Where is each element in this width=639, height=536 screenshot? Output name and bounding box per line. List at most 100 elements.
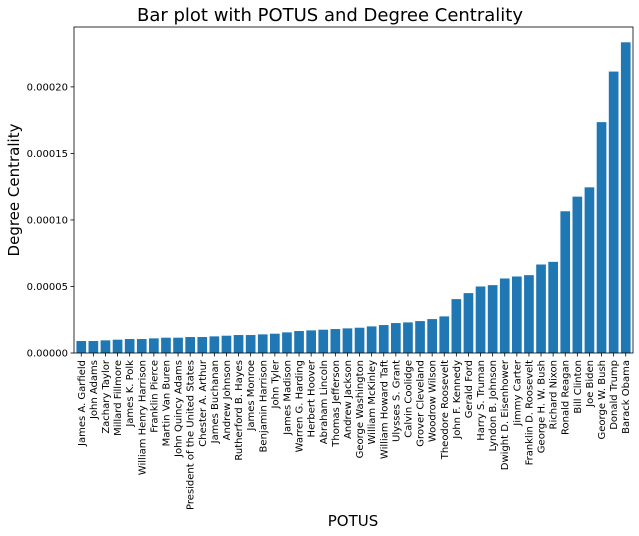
x-tick-label: President of the United States <box>186 360 197 510</box>
bar <box>257 334 268 353</box>
x-tick-label: Bill Clinton <box>573 360 584 414</box>
bar <box>100 340 111 353</box>
bar <box>366 326 377 353</box>
x-tick-label: Grover Cleveland <box>416 360 427 447</box>
y-tick-label: 0.00000 <box>27 349 68 360</box>
x-tick-label: Barack Obama <box>621 360 632 434</box>
x-tick-label: Andrew Jackson <box>343 360 354 439</box>
x-tick-label: John Adams <box>89 360 100 420</box>
bar <box>294 331 304 353</box>
x-tick-label: James Madison <box>282 360 293 436</box>
bar <box>427 319 437 353</box>
bar <box>463 293 474 353</box>
x-tick-label: Benjamin Harrison <box>258 360 269 452</box>
x-tick-label: John Quincy Adams <box>174 360 185 458</box>
x-tick-label: John F. Kennedy <box>452 360 463 440</box>
bar <box>149 338 159 353</box>
x-tick-label: Donald Trump <box>609 360 620 430</box>
x-tick-label: William McKinley <box>367 360 378 445</box>
x-tick-label: Dwight D. Eisenhower <box>500 359 511 470</box>
bar <box>608 71 619 353</box>
y-axis: 0.00000 0.00005 0.00010 0.00015 0.00020 <box>27 82 74 360</box>
bar <box>512 276 522 353</box>
bar <box>524 275 534 353</box>
y-tick-label: 0.00020 <box>27 82 68 93</box>
bar <box>136 339 147 353</box>
x-tick-label: Ronald Reagan <box>561 360 572 435</box>
x-tick-label: Theodore Roosevelt <box>440 360 451 460</box>
bar <box>112 339 123 353</box>
bar <box>124 339 135 353</box>
bar <box>451 299 462 353</box>
bar <box>185 337 195 353</box>
y-tick-label: 0.00005 <box>27 282 68 293</box>
chart-title: Bar plot with POTUS and Degree Centralit… <box>137 5 523 26</box>
x-tick-label: Harry S. Truman <box>476 360 487 441</box>
bar <box>233 335 244 353</box>
bar <box>499 278 510 353</box>
bar <box>209 336 220 353</box>
y-tick-label: 0.00010 <box>27 215 68 226</box>
x-tick-label: Lyndon B. Johnson <box>488 360 499 452</box>
bar <box>173 337 183 353</box>
x-tick-label: Franklin D. Roosevelt <box>524 360 535 465</box>
x-tick-label: Millard Fillmore <box>113 360 124 436</box>
bar <box>439 316 450 353</box>
x-tick-label: Chester A. Arthur <box>198 359 209 447</box>
x-axis: James A. Garfield John Adams Zachary Taylo… <box>77 353 632 510</box>
x-tick-label: Calvin Coolidge <box>403 360 414 438</box>
bar <box>596 122 607 353</box>
x-tick-label: Herbert Hoover <box>307 359 318 437</box>
bar <box>475 286 486 353</box>
bar <box>584 187 595 353</box>
bar <box>270 333 280 353</box>
x-tick-label: Zachary Taylor <box>101 359 112 434</box>
x-tick-label: William Howard Taft <box>379 360 390 459</box>
x-tick-label: Abraham Lincoln <box>319 360 330 444</box>
bar <box>342 328 353 353</box>
bar <box>378 325 389 353</box>
x-tick-label: Gerald Ford <box>464 360 475 418</box>
x-tick-label: Warren G. Harding <box>295 360 306 452</box>
bar <box>536 264 546 353</box>
x-tick-label: George Washington <box>355 360 366 458</box>
bar <box>306 330 316 353</box>
x-tick-label: James A. Garfield <box>77 360 88 447</box>
x-tick-label: Woodrow Wilson <box>428 360 439 442</box>
bar <box>88 341 99 353</box>
bar <box>403 322 413 353</box>
x-tick-label: James Buchanan <box>210 360 221 444</box>
bar <box>487 285 498 353</box>
bar <box>282 332 292 353</box>
bar <box>330 329 341 353</box>
x-tick-label: George H. W. Bush <box>537 360 548 453</box>
x-tick-label: John Tyler <box>270 359 281 409</box>
x-tick-label: Rutherford B. Hayes <box>234 360 245 461</box>
x-tick-label: Richard Nixon <box>549 360 560 429</box>
bar <box>318 329 329 353</box>
bar <box>161 337 171 353</box>
bar <box>245 335 256 353</box>
x-tick-label: Jimmy Carter <box>512 359 523 427</box>
x-tick-label: Martin Van Buren <box>161 360 172 446</box>
x-tick-label: Joe Biden <box>585 360 596 408</box>
bar <box>354 327 365 353</box>
x-axis-title: POTUS <box>328 512 379 530</box>
x-tick-label: George W. Bush <box>597 360 608 439</box>
x-tick-label: Thomas Jefferson <box>331 360 342 448</box>
bar <box>76 341 87 353</box>
bar <box>197 337 208 353</box>
bar <box>572 196 583 353</box>
bar <box>415 321 425 353</box>
bar <box>391 323 401 353</box>
bars-group <box>76 42 631 354</box>
bar <box>221 335 232 353</box>
plot-frame <box>73 26 634 354</box>
x-tick-label: Franklin Pierce <box>149 360 160 433</box>
x-tick-label: James Monroe <box>246 360 257 432</box>
x-tick-label: James K. Polk <box>125 360 136 428</box>
bar <box>548 261 558 353</box>
y-axis-title: Degree Centrality <box>5 123 23 256</box>
y-tick-label: 0.00015 <box>27 149 68 160</box>
